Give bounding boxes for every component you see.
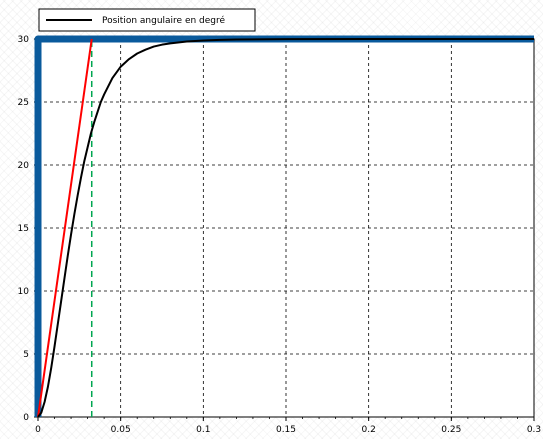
legend: Position angulaire en degré — [38, 8, 256, 32]
x-tick-label: 0 — [35, 425, 41, 435]
x-tick-label: 0.3 — [527, 425, 541, 435]
x-tick-label: 0.15 — [276, 425, 296, 435]
y-tick-label: 25 — [18, 98, 29, 108]
y-tick-label: 30 — [18, 35, 30, 45]
tangent-line — [37, 38, 93, 418]
y-tick-label: 0 — [23, 413, 29, 423]
x-tick-label: 0.05 — [111, 425, 131, 435]
x-tick-label: 0.1 — [196, 425, 210, 435]
y-tick-label: 15 — [18, 224, 29, 234]
y-tick-label: 5 — [23, 350, 29, 360]
grid — [38, 39, 534, 417]
y-tick-label: 20 — [18, 161, 30, 171]
axis-ticks: 0 0.05 0.1 0.15 0.2 0.25 0.3 0 5 10 15 20 25 30 — [18, 35, 542, 435]
response-curve — [37, 38, 534, 418]
y-tick-label: 10 — [18, 287, 30, 297]
legend-label: Position angulaire en degré — [102, 15, 226, 26]
x-tick-label: 0.25 — [441, 425, 461, 435]
series-layer — [34, 35, 534, 418]
legend-box — [38, 8, 256, 32]
x-tick-label: 0.2 — [362, 425, 376, 435]
